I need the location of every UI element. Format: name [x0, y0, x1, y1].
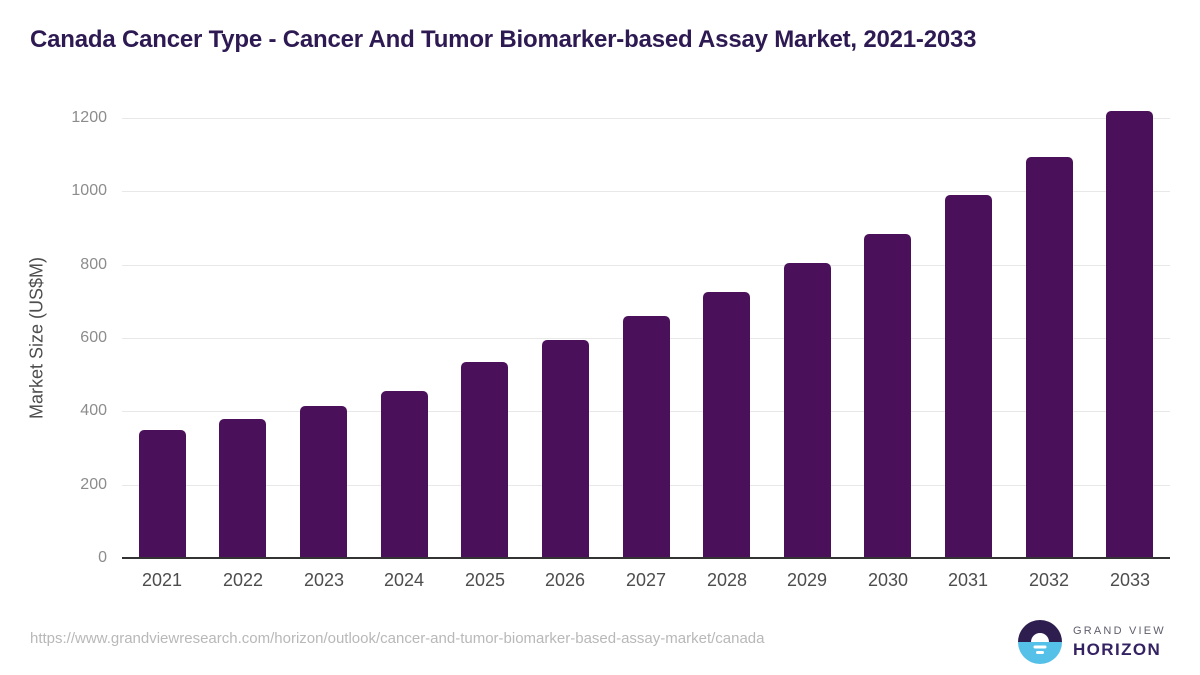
x-axis-label-2025: 2025 [464, 570, 506, 590]
brand-name: GRAND VIEW [1073, 624, 1166, 637]
bar-2029[interactable] [784, 263, 831, 558]
bar-2024[interactable] [381, 391, 428, 558]
x-axis-label-2032: 2032 [1028, 570, 1070, 590]
brand-product: HORIZON [1073, 639, 1162, 659]
x-axis-label-2030: 2030 [867, 570, 909, 590]
x-axis-label-2027: 2027 [625, 570, 667, 590]
y-axis-tick-label-800: 800 [80, 256, 107, 273]
y-axis-tick-label-0: 0 [98, 549, 107, 566]
bar-2033[interactable] [1106, 111, 1153, 558]
x-axis-label-2021: 2021 [141, 570, 183, 590]
x-axis-line [122, 557, 1170, 559]
x-axis-label-2024: 2024 [383, 570, 425, 590]
gridline-1200 [122, 118, 1170, 119]
x-axis-label-2033: 2033 [1109, 570, 1151, 590]
bar-2027[interactable] [623, 316, 670, 558]
logo-reflection-line-2 [1036, 651, 1044, 654]
y-axis-tick-label-1200: 1200 [71, 109, 107, 126]
bar-2032[interactable] [1026, 157, 1073, 559]
x-axis-label-2031: 2031 [947, 570, 989, 590]
bar-2031[interactable] [945, 195, 992, 558]
x-axis-label-2029: 2029 [786, 570, 828, 590]
y-axis-tick-label-400: 400 [80, 402, 107, 419]
y-axis-tick-label-600: 600 [80, 329, 107, 346]
bar-2030[interactable] [864, 234, 911, 559]
x-axis-label-2023: 2023 [303, 570, 345, 590]
x-axis-label-2026: 2026 [544, 570, 586, 590]
logo-sun-dome [1031, 633, 1049, 642]
y-axis-tick-label-1000: 1000 [71, 182, 107, 199]
bar-2022[interactable] [219, 419, 266, 558]
logo-reflection-line-1 [1033, 645, 1047, 649]
gridline-1000 [122, 191, 1170, 192]
source-url: https://www.grandviewresearch.com/horizo… [30, 630, 765, 647]
x-axis-label-2028: 2028 [706, 570, 748, 590]
bar-2028[interactable] [703, 292, 750, 558]
x-axis-label-2022: 2022 [222, 570, 264, 590]
bar-2023[interactable] [300, 406, 347, 558]
horizon-sunrise-logo-icon [1018, 620, 1062, 664]
brand-wordmark: GRAND VIEW HORIZON [1073, 625, 1166, 660]
bar-2021[interactable] [139, 430, 186, 558]
gridline-800 [122, 265, 1170, 266]
bar-2026[interactable] [542, 340, 589, 558]
bar-2025[interactable] [461, 362, 508, 558]
chart-title: Canada Cancer Type - Cancer And Tumor Bi… [30, 26, 977, 53]
y-axis-tick-label-200: 200 [80, 476, 107, 493]
logo-top-half [1018, 620, 1062, 642]
grand-view-horizon-logo: GRAND VIEW HORIZON [1018, 620, 1166, 664]
